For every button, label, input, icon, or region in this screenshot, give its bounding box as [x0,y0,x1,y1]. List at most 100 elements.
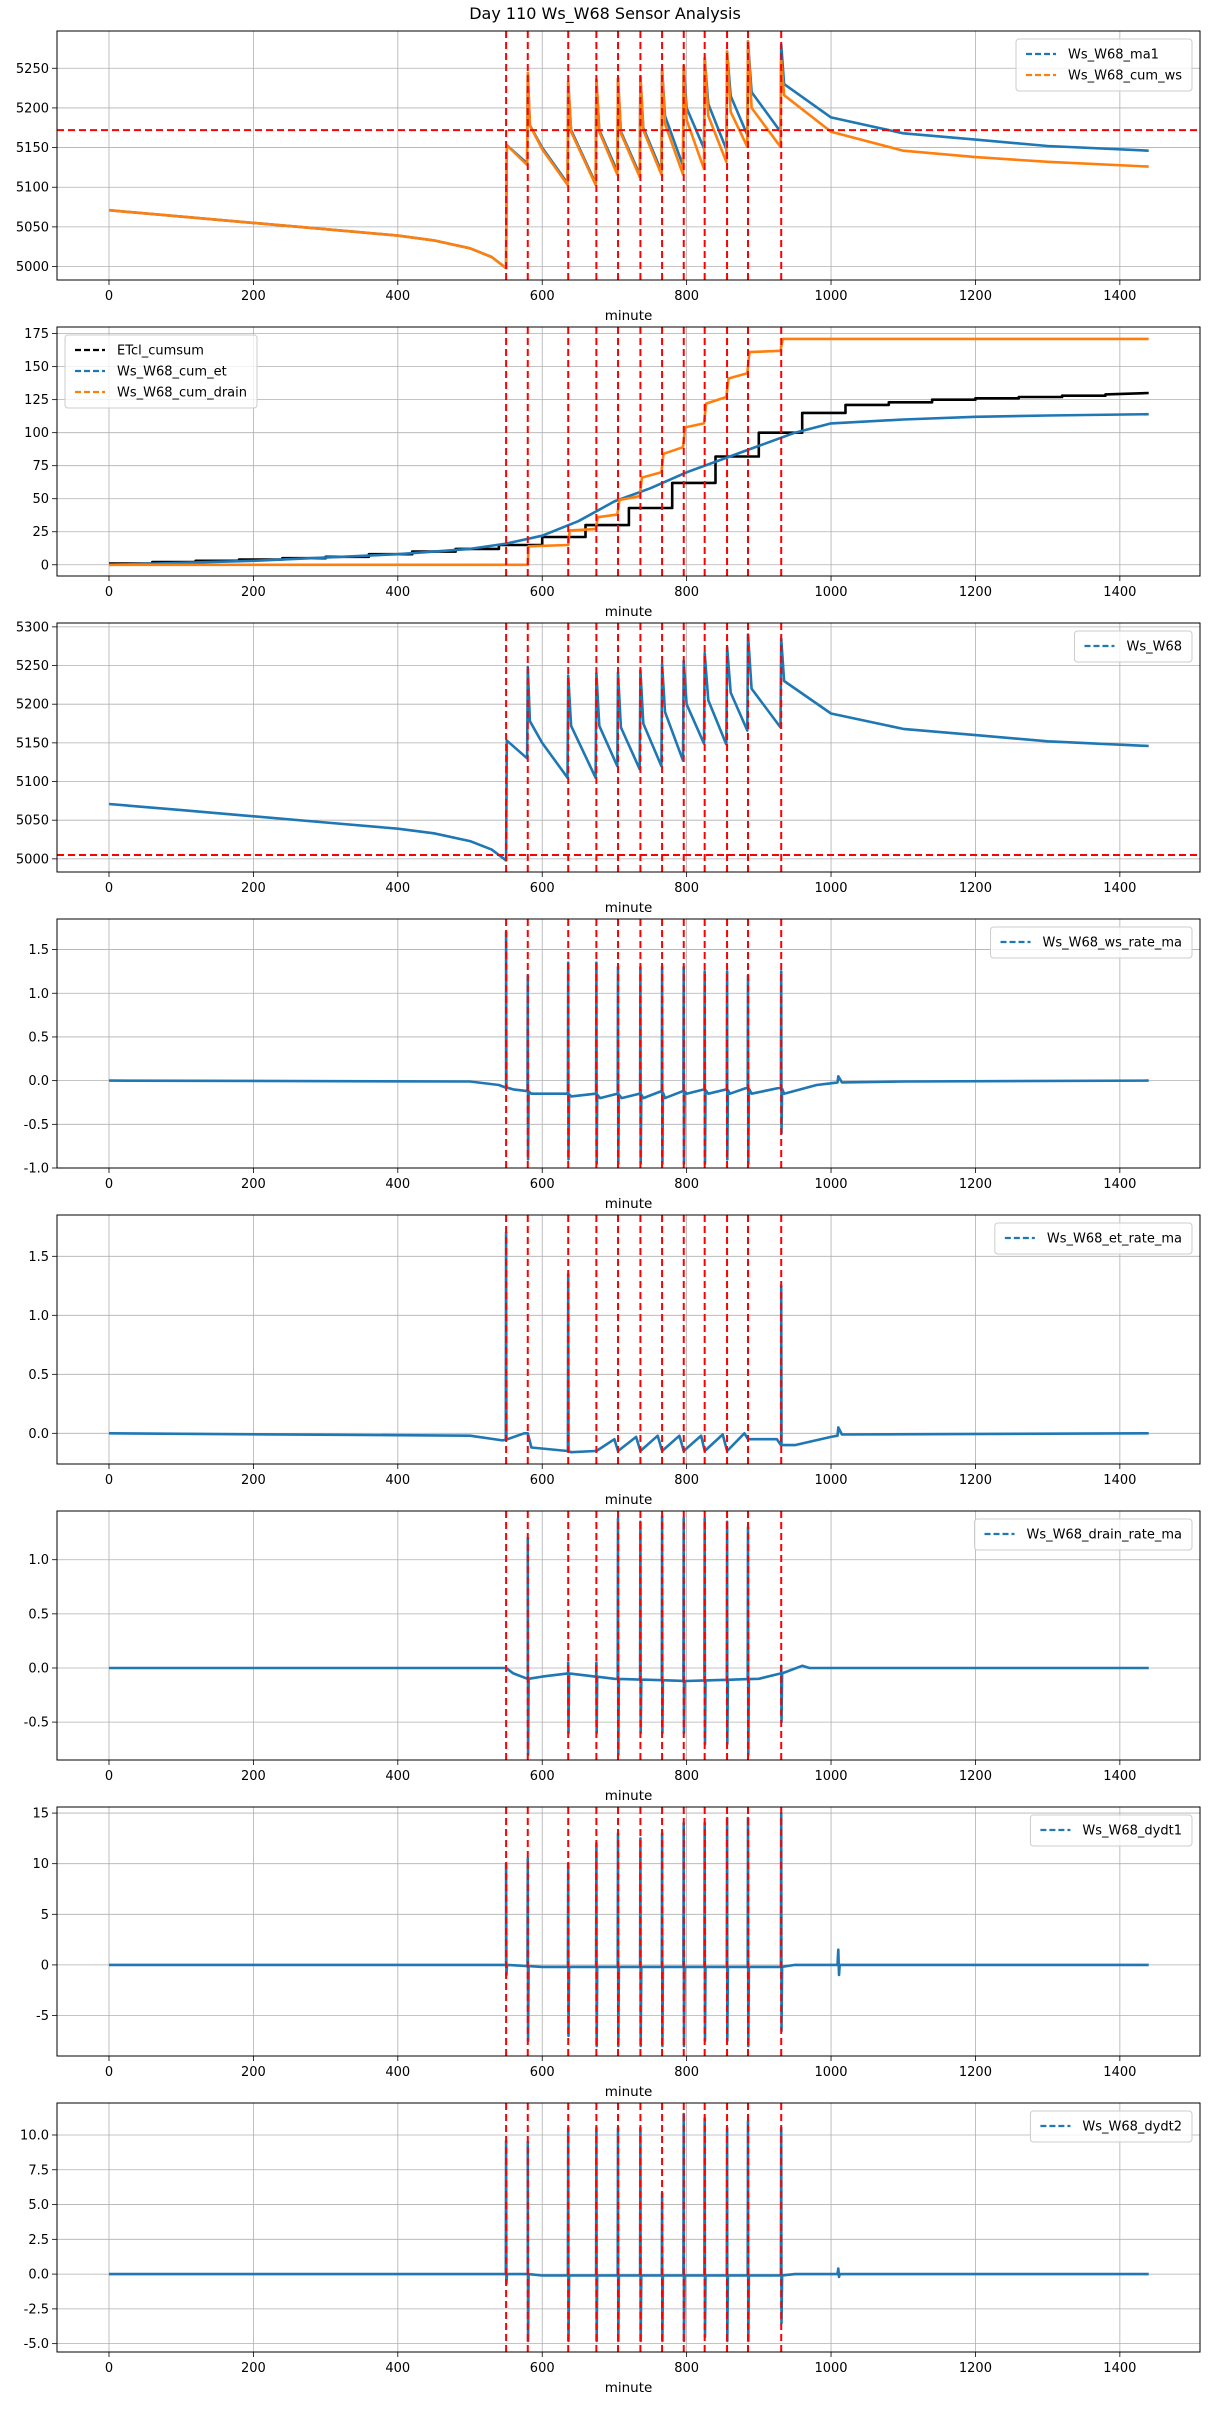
subplot-5: 0 200 400 600 800 1000 1200 1400 0.0 0.5 1.0 1.5 min… [28,1214,1201,1508]
x-tick-label: 0 [105,289,113,304]
x-tick-label: 1400 [1103,2065,1136,2080]
y-tick-label: -0.5 [24,1716,49,1731]
series-line-Ws_W68_cum_ws [108,39,1149,270]
series-line-Ws_W68_drain_rate_ma [109,1515,1149,1756]
legend: Ws_W68_et_rate_ma [994,1222,1193,1255]
axes-frame [56,2102,1201,2353]
y-tick-label: 5000 [16,260,49,275]
x-tick-label: 0 [105,2065,113,2080]
y-tick-label: 1.0 [28,1309,49,1324]
y-tick-label: 175 [24,327,49,342]
y-tick-label: 5150 [16,141,49,156]
subplot-2: 0 200 400 600 800 1000 1200 1400 0 25 50 75 100 125 15… [24,326,1201,620]
axes-frame [56,622,1201,873]
series-line-Ws_W68_dydt1 [109,1811,1149,2048]
x-tick-label: 800 [674,2361,699,2376]
subplot-1: 0 200 400 600 800 1000 1200 1400 5000 5050 5100 515… [16,30,1201,324]
y-tick-label: 5050 [16,220,49,235]
y-tick-label: 2.5 [28,2233,49,2248]
x-tick-label: 1000 [814,585,847,600]
x-tick-label: 0 [105,1177,113,1192]
y-tick-label: 0.0 [28,1427,49,1442]
legend: Ws_W68 [1073,630,1193,663]
plot-area [108,327,1149,576]
x-tick-label: 800 [674,2065,699,2080]
y-tick-label: 5100 [16,775,49,790]
legend-box [1015,38,1193,92]
y-tick-label: -5 [36,2009,49,2024]
x-tick-label: 400 [385,2361,410,2376]
x-tick-label: 1200 [959,289,992,304]
y-tick-label: 5100 [16,181,49,196]
x-tick-label: 400 [385,881,410,896]
series-line-Ws_W68_cum_et [108,412,1149,567]
x-tick-label: 600 [530,1473,555,1488]
series-line-Ws_W68_ws_rate_ma [108,930,1149,1165]
y-tick-label: 5150 [16,736,49,751]
x-tick-label: 1000 [814,289,847,304]
x-tick-label: 600 [530,289,555,304]
x-tick-label: 0 [105,881,113,896]
x-tick-label: 400 [385,1473,410,1488]
y-tick-label: -2.5 [24,2302,49,2317]
y-tick-label: 5.0 [28,2198,49,2213]
legend-label: Ws_W68_cum_et [117,365,227,380]
x-tick-label: 200 [241,2065,266,2080]
x-tick-label: 200 [241,1177,266,1192]
y-tick-label: 50 [32,492,49,507]
legend-box [1029,1814,1193,1847]
legend-box [1029,2110,1193,2143]
y-tick-label: 1.0 [28,987,49,1002]
y-tick-label: 5250 [16,659,49,674]
series-line-Ws_W68_cum_drain [109,337,1149,567]
legend-label: Ws_W68_dydt1 [1082,1824,1182,1839]
axes-frame [56,30,1201,281]
x-tick-label: 1000 [814,1473,847,1488]
subplot-7: 0 200 400 600 800 1000 1200 1400 -5 0 5 10 15 minute W… [32,1806,1201,2100]
x-tick-label: 800 [674,1177,699,1192]
x-tick-label: 0 [105,585,113,600]
y-tick-label: -1.0 [24,1162,49,1177]
y-tick-label: 1.5 [28,943,49,958]
x-tick-label: 1400 [1103,585,1136,600]
x-tick-label: 1400 [1103,881,1136,896]
x-tick-label: 1200 [959,585,992,600]
legend-box [1073,630,1193,663]
x-tick-label: 1200 [959,881,992,896]
x-tick-label: 800 [674,585,699,600]
x-tick-label: 200 [241,585,266,600]
legend-label: ETcl_cumsum [117,344,204,359]
legend-label: Ws_W68_ws_rate_ma [1043,936,1182,951]
axes-frame [56,326,1201,577]
axes-frame [56,1510,1201,1761]
x-tick-label: 1400 [1103,1473,1136,1488]
x-tick-label: 800 [674,1473,699,1488]
legend: Ws_W68_ma1 Ws_W68_cum_ws [1015,38,1193,92]
x-tick-label: 200 [241,289,266,304]
y-tick-label: 150 [24,360,49,375]
y-tick-label: 0 [41,1958,49,1973]
x-tick-label: 400 [385,289,410,304]
y-tick-label: 5200 [16,698,49,713]
subplots: 0 200 400 600 800 1000 1200 1400500050505100515… [16,30,1201,2396]
legend-label: Ws_W68_et_rate_ma [1047,1232,1182,1247]
y-tick-label: 5 [41,1908,49,1923]
axes-frame [56,1214,1201,1465]
legend-label: Ws_W68 [1126,640,1182,655]
x-tick-label: 1200 [959,1473,992,1488]
x-tick-label: 600 [530,1177,555,1192]
x-tick-label: 1200 [959,2361,992,2376]
legend: ETcl_cumsum Ws_W68_cum_et Ws_W68_cum_drain [64,334,258,409]
x-axis-label: minute [605,2084,653,2100]
y-tick-label: 7.5 [28,2163,49,2178]
y-tick-label: -0.5 [24,1118,49,1133]
x-tick-label: 200 [241,1473,266,1488]
x-tick-label: 800 [674,1769,699,1784]
y-tick-label: 0.0 [28,1661,49,1676]
axes-frame [56,1806,1201,2057]
figure-title: Day 110 Ws_W68 Sensor Analysis [469,4,741,24]
x-axis-label: minute [605,1196,653,1212]
series-line-Ws_W68_et_rate_ma [108,1231,1149,1454]
x-tick-label: 400 [385,585,410,600]
